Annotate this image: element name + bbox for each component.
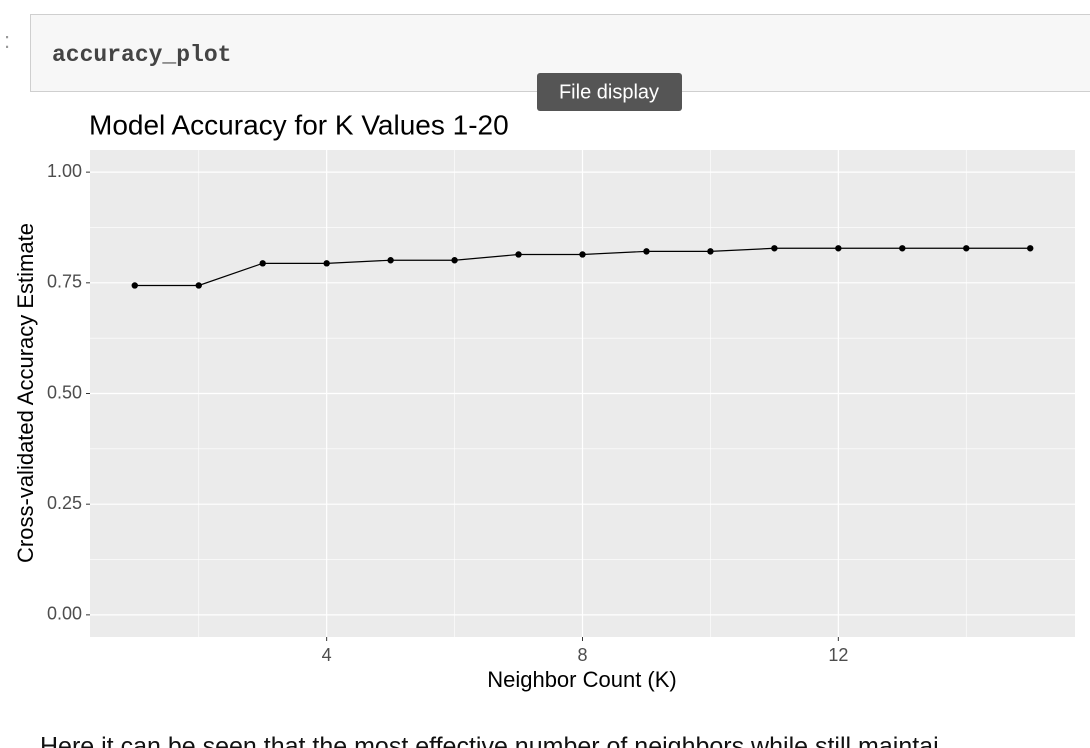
paragraph: Here it can be seen that the most effect…	[40, 733, 939, 748]
y-axis-title: Cross-validated Accuracy Estimate	[13, 223, 38, 563]
data-point	[259, 260, 266, 267]
data-point	[451, 257, 458, 264]
y-tick-label: 1.00	[47, 161, 82, 181]
data-point	[579, 251, 586, 258]
data-point	[963, 245, 970, 252]
data-point	[387, 257, 394, 264]
data-point	[643, 248, 650, 255]
tooltip-text: File display	[559, 81, 659, 103]
y-tick-label: 0.00	[47, 604, 82, 624]
code-text: accuracy_plot	[52, 42, 231, 68]
chart-title: Model Accuracy for K Values 1-20	[89, 109, 509, 140]
plot: Model Accuracy for K Values 1-20 Neighbo…	[13, 109, 1075, 692]
x-tick-label: 4	[322, 645, 332, 665]
y-tick-label: 0.25	[47, 493, 82, 513]
data-point	[323, 260, 330, 267]
data-point	[835, 245, 842, 252]
data-point	[707, 248, 714, 255]
x-axis-title: Neighbor Count (K)	[487, 667, 677, 692]
data-point	[771, 245, 778, 252]
cell-prompt: :	[4, 28, 10, 53]
data-point	[131, 282, 138, 289]
data-point	[899, 245, 906, 252]
data-point	[195, 282, 202, 289]
data-point	[515, 251, 522, 258]
data-point	[1027, 245, 1034, 252]
x-tick-label: 8	[577, 645, 587, 665]
y-tick-label: 0.75	[47, 272, 82, 292]
tooltip	[537, 73, 682, 111]
y-tick-label: 0.50	[47, 382, 82, 402]
x-tick-label: 12	[828, 645, 848, 665]
